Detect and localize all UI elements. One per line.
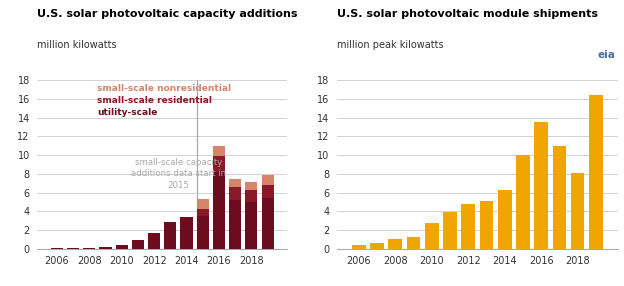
Bar (571, 173, 585, 249)
Bar (261, 198, 274, 249)
Bar (245, 202, 258, 249)
Text: U.S. solar photovoltaic module shipments: U.S. solar photovoltaic module shipments (337, 9, 598, 19)
Bar (197, 209, 209, 216)
Bar (67, 248, 79, 249)
Text: U.S. solar photovoltaic capacity additions: U.S. solar photovoltaic capacity additio… (37, 9, 298, 19)
Text: small-scale nonresidential: small-scale nonresidential (97, 84, 232, 93)
Bar (229, 179, 241, 187)
Text: million peak kilowatts: million peak kilowatts (337, 40, 444, 50)
Bar (461, 204, 475, 249)
Text: eia: eia (597, 50, 615, 60)
Bar (516, 155, 530, 249)
Bar (229, 187, 241, 200)
Text: utility-scale: utility-scale (97, 108, 158, 117)
Bar (180, 217, 193, 249)
Bar (99, 247, 112, 249)
Bar (115, 245, 128, 249)
Text: small-scale residential: small-scale residential (97, 96, 212, 105)
Bar (213, 156, 225, 172)
Bar (164, 223, 177, 249)
Bar (245, 190, 258, 202)
Bar (132, 240, 144, 249)
Text: million kilowatts: million kilowatts (37, 40, 117, 50)
Bar (553, 146, 566, 249)
Bar (407, 237, 421, 249)
Bar (83, 248, 95, 249)
Bar (51, 248, 63, 249)
Bar (197, 216, 209, 249)
Text: small-scale capacity
additions data start in
2015: small-scale capacity additions data star… (131, 158, 226, 190)
Bar (197, 199, 209, 209)
Bar (352, 245, 366, 249)
Bar (589, 95, 603, 249)
Bar (534, 122, 548, 249)
Bar (148, 233, 160, 249)
Bar (261, 175, 274, 185)
Bar (213, 146, 225, 156)
Bar (498, 190, 512, 249)
Bar (213, 172, 225, 249)
Bar (443, 212, 457, 249)
Bar (370, 243, 384, 249)
Bar (229, 200, 241, 249)
Bar (261, 185, 274, 198)
Bar (425, 223, 439, 249)
Bar (389, 239, 402, 249)
Bar (245, 182, 258, 190)
Bar (480, 201, 494, 249)
